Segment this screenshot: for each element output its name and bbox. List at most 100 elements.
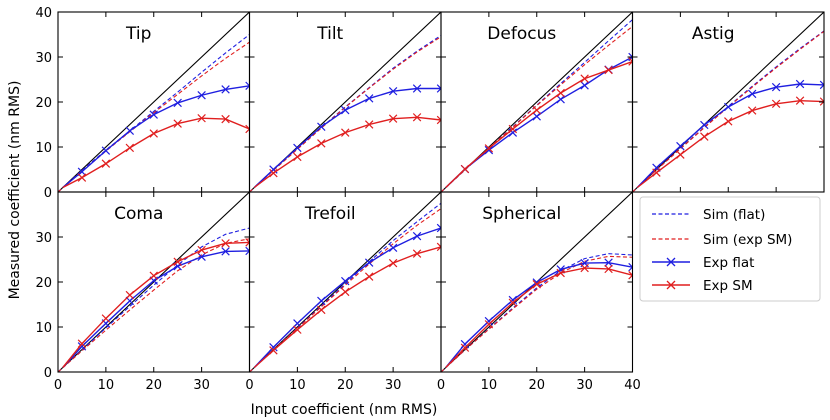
legend-entry-sim-sm: Sim (exp SM) [652, 232, 792, 248]
data-point-exp-sm [771, 99, 781, 109]
x-tick-label: 30 [193, 378, 210, 393]
data-point-exp-flat [676, 141, 685, 151]
series-line-exp-flat [253, 87, 441, 189]
panel-title: Defocus [487, 24, 556, 44]
legend-label-exp-sm: Exp SM [703, 278, 753, 294]
data-point-exp-flat [221, 247, 230, 256]
panel-title: Astig [692, 24, 735, 44]
data-point-exp-flat [197, 91, 206, 100]
data-point-exp-flat [149, 110, 158, 119]
data-point-exp-flat [173, 98, 182, 108]
legend-entry-sim-flat: Sim (flat) [652, 207, 765, 223]
data-point-exp-sm [77, 339, 87, 348]
data-point-exp-sm [628, 271, 633, 280]
panel-plot-area [58, 192, 250, 372]
data-point-exp-sm [197, 245, 206, 255]
data-point-exp-sm [245, 124, 250, 134]
data-point-exp-sm [795, 96, 805, 105]
data-point-exp-flat [580, 81, 589, 90]
data-point-exp-sm [101, 314, 111, 323]
data-point-exp-sm [484, 144, 494, 153]
x-tick-label: 10 [289, 378, 306, 393]
x-tick-label: 40 [624, 378, 641, 393]
data-point-exp-flat [341, 105, 350, 115]
data-point-exp-sm [819, 97, 824, 106]
data-point-exp-flat [412, 84, 422, 93]
panel-plot-area [441, 12, 633, 192]
panels: 0 10 20 30 40 Tip Tilt Defocus Astig 0 10 20 30 0 10 20… [35, 6, 825, 393]
series-line-exp-flat [62, 250, 250, 368]
legend-frame [639, 196, 821, 302]
data-point-exp-sm [652, 168, 661, 177]
data-point-exp-flat [747, 89, 757, 99]
panel-tilt: Tilt [248, 11, 442, 193]
series-line-sim-flat [632, 30, 824, 192]
data-point-exp-sm [101, 159, 111, 168]
data-point-exp-sm [724, 117, 733, 126]
x-tick-label: 10 [481, 378, 498, 393]
data-point-exp-sm [556, 88, 565, 98]
x-tick-label: 0 [54, 378, 62, 393]
data-point-exp-flat [532, 278, 541, 287]
data-point-exp-sm [388, 258, 398, 268]
panel-plot-area [632, 12, 824, 192]
series-line-sim-flat [58, 227, 250, 372]
panel-trefoil: 0 10 20 30 Trefoil [245, 191, 442, 393]
data-point-exp-flat [101, 146, 111, 155]
x-axis-label: Input coefficient (nm RMS) [251, 402, 438, 418]
y-tick-label: 20 [35, 96, 52, 111]
data-point-exp-flat [532, 112, 541, 121]
series-line-sim-sm [249, 208, 441, 372]
panel-astig: Astig [631, 11, 825, 193]
data-point-exp-flat [484, 316, 494, 326]
series-line-exp-flat [445, 56, 633, 189]
data-point-exp-flat [125, 126, 135, 136]
x-tick-label: 0 [437, 378, 445, 393]
series-line-exp-flat [445, 261, 633, 368]
data-point-exp-flat [771, 82, 781, 92]
data-point-exp-sm [484, 320, 494, 329]
data-point-exp-flat [317, 122, 326, 131]
data-point-exp-sm [460, 164, 470, 174]
data-point-exp-sm [125, 290, 135, 300]
data-point-exp-flat [388, 86, 398, 96]
series-line-exp-sm [636, 99, 824, 189]
panel-plot-area [58, 12, 250, 192]
legend-label-exp-flat: Exp flat [703, 255, 754, 271]
ideal-line [632, 12, 824, 192]
data-point-exp-sm [436, 115, 441, 125]
data-point-exp-sm [580, 263, 589, 273]
data-point-exp-sm [125, 143, 135, 153]
data-point-exp-sm [317, 139, 326, 148]
x-tick-label: 30 [385, 378, 402, 393]
data-point-exp-sm [149, 271, 158, 280]
data-point-exp-flat [77, 342, 87, 351]
series-line-sim-flat [249, 34, 441, 192]
series-line-sim-sm [441, 255, 633, 372]
data-point-exp-flat [412, 231, 422, 241]
ideal-line [58, 12, 250, 192]
x-tick-label: 30 [576, 378, 593, 393]
series-line-exp-sm [445, 267, 633, 368]
data-point-exp-flat [795, 79, 805, 89]
series-line-sim-flat [249, 202, 441, 372]
data-point-exp-flat [436, 223, 441, 233]
data-point-exp-sm [460, 343, 470, 352]
x-tick-label: 20 [145, 378, 162, 393]
data-point-exp-flat [293, 143, 302, 153]
data-point-exp-sm [173, 119, 182, 128]
panel-title: Spherical [482, 204, 561, 224]
data-point-exp-flat [245, 246, 250, 256]
panel-title: Tilt [316, 24, 343, 44]
panel-defocus: Defocus [440, 11, 634, 193]
data-point-exp-sm [532, 280, 541, 289]
data-point-exp-sm [747, 106, 757, 115]
data-point-exp-sm [245, 238, 250, 247]
data-point-exp-flat [508, 295, 518, 305]
y-tick-label: 30 [35, 231, 52, 246]
data-point-exp-flat [700, 120, 709, 130]
y-tick-label: 0 [44, 366, 52, 381]
series-line-exp-sm [445, 60, 633, 189]
y-tick-label: 20 [35, 276, 52, 291]
data-point-exp-flat [556, 95, 565, 104]
